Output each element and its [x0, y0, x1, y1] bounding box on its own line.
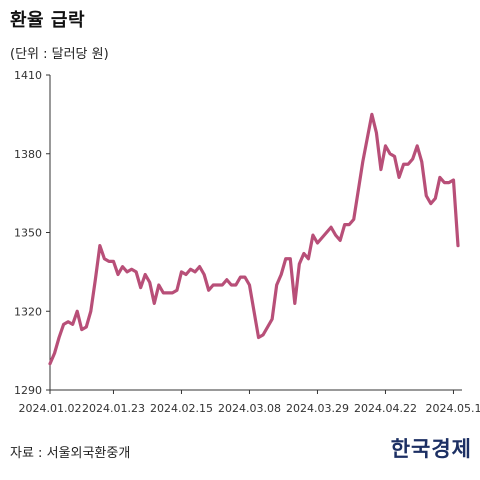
- x-tick-label: 2024.03.29: [286, 402, 349, 415]
- source-note: 자료 : 서울외국환중개: [10, 446, 131, 461]
- series-group: [48, 112, 460, 366]
- x-tick-label: 2024.03.08: [218, 402, 281, 415]
- x-tick-label: 2024.01.02: [19, 402, 82, 415]
- y-tick-label: 1290: [14, 384, 42, 397]
- chart-title: 환율 급락: [10, 10, 86, 31]
- x-tick-label: 2024.04.22: [354, 402, 417, 415]
- x-tick-label: 2024.02.15: [150, 402, 213, 415]
- x-axis-ticks: 2024.01.02 2024.01.23 2024.02.15 2024.03.08…: [19, 390, 480, 415]
- y-tick-label: 1410: [14, 69, 42, 82]
- y-axis-ticks: 1290 1320 1350 1380 1410: [14, 69, 50, 397]
- y-tick-label: 1380: [14, 148, 42, 161]
- exchange-rate-line: [48, 112, 460, 366]
- unit-label: (단위 : 달러당 원): [10, 47, 109, 62]
- y-tick-label: 1320: [14, 305, 42, 318]
- y-tick-label: 1350: [14, 227, 42, 240]
- x-tick-label: 2024.05.1: [425, 402, 480, 415]
- publisher-logo: 한국경제: [390, 436, 472, 461]
- x-tick-label: 2024.01.23: [82, 402, 145, 415]
